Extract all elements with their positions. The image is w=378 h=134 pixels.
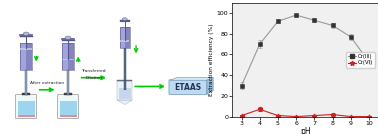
Bar <box>120 40 129 42</box>
Polygon shape <box>206 77 213 94</box>
Circle shape <box>65 36 71 40</box>
Bar <box>59 115 76 117</box>
FancyBboxPatch shape <box>57 95 79 118</box>
Circle shape <box>23 32 29 36</box>
Circle shape <box>122 18 127 21</box>
Bar <box>124 48 125 90</box>
Text: After extraction: After extraction <box>30 81 64 85</box>
Bar <box>120 27 125 48</box>
Bar <box>62 59 74 60</box>
Bar <box>20 43 26 70</box>
Bar <box>17 101 34 117</box>
Bar <box>20 48 32 50</box>
Y-axis label: Extraction efficiency (%): Extraction efficiency (%) <box>209 23 214 96</box>
Bar <box>117 80 132 81</box>
Text: ETAAS: ETAAS <box>175 83 202 92</box>
Bar <box>20 43 33 70</box>
FancyBboxPatch shape <box>169 80 208 94</box>
Bar <box>68 43 74 70</box>
Bar <box>120 27 130 48</box>
X-axis label: pH: pH <box>300 127 311 134</box>
Bar <box>117 81 132 100</box>
Bar <box>25 70 27 95</box>
Text: Transferred: Transferred <box>81 69 106 73</box>
Bar <box>59 101 76 115</box>
Bar <box>26 43 33 70</box>
Bar <box>125 27 130 48</box>
Bar <box>67 70 69 95</box>
Bar <box>62 43 68 70</box>
Polygon shape <box>117 100 132 105</box>
Bar <box>64 93 72 95</box>
Bar <box>59 101 76 117</box>
Bar <box>62 43 74 70</box>
Polygon shape <box>170 77 213 80</box>
Text: Dilution: Dilution <box>85 76 102 80</box>
Bar <box>17 101 34 115</box>
Bar <box>118 88 131 99</box>
Bar <box>25 70 27 95</box>
Bar <box>17 115 34 117</box>
Legend: Cr(III), Cr(VI): Cr(III), Cr(VI) <box>346 52 375 68</box>
Bar <box>67 70 69 95</box>
Bar <box>22 93 30 95</box>
FancyBboxPatch shape <box>15 95 37 118</box>
